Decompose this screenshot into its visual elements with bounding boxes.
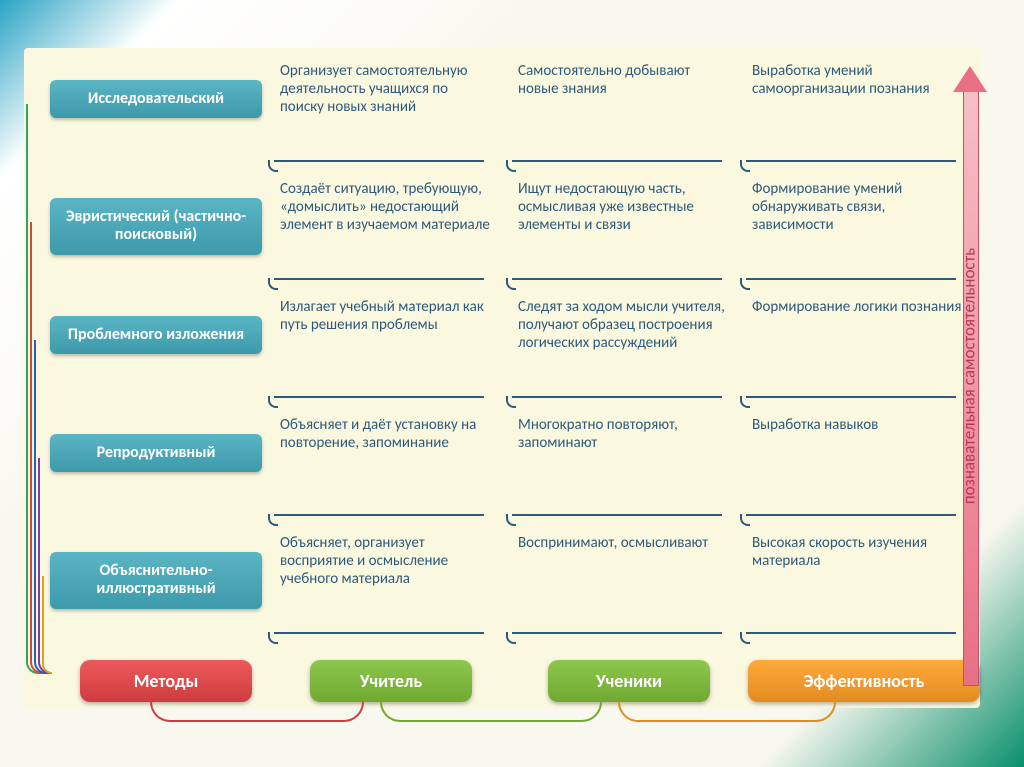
cell-underline [274, 278, 484, 280]
cell-teacher: Объясняет, организует восприятие и осмыс… [280, 534, 495, 588]
cell-students: Многократно повторяют, запоминают [518, 416, 733, 452]
cell-underline [512, 160, 722, 162]
method-pill: Исследовательский [50, 80, 262, 118]
cell-bracket [740, 514, 750, 526]
method-pill: Репродуктивный [50, 434, 262, 472]
column-connector [150, 702, 364, 722]
cell-teacher: Организует самостоятельную деятельность … [280, 62, 495, 116]
cell-bracket [268, 514, 278, 526]
cell-bracket [268, 278, 278, 290]
cell-underline [274, 396, 484, 398]
cell-students: Следят за ходом мысли учителя, получают … [518, 298, 733, 352]
cell-students: Ищут недостающую часть, осмысливая уже и… [518, 180, 733, 234]
cell-underline [746, 514, 956, 516]
cell-students: Воспринимают, осмысливают [518, 534, 733, 552]
cell-bracket [268, 160, 278, 172]
method-pill: Эвристический (частично-поисковый) [50, 198, 262, 255]
cell-bracket [268, 396, 278, 408]
arrow-label: познавательная самостоятельность [959, 86, 980, 666]
cell-students: Самостоятельно добывают новые знания [518, 62, 733, 98]
cell-underline [274, 514, 484, 516]
cognitive-arrow: познавательная самостоятельность [956, 66, 984, 686]
table-grid: Исследовательский Организует самостоятель… [24, 48, 980, 708]
cell-effect: Выработка умений самоорганизации познани… [752, 62, 967, 98]
cell-bracket [506, 160, 516, 172]
method-pill: Проблемного изложения [50, 316, 262, 354]
cell-teacher: Излагает учебный материал как путь решен… [280, 298, 495, 334]
cell-underline [274, 160, 484, 162]
method-connector [42, 576, 52, 674]
cell-effect: Выработка навыков [752, 416, 967, 434]
cell-bracket [740, 160, 750, 172]
cell-bracket [506, 278, 516, 290]
cell-underline [746, 396, 956, 398]
cell-teacher: Создаёт ситуацию, требующую, «домыслить»… [280, 180, 495, 234]
cell-effect: Формирование умений обнаруживать связи, … [752, 180, 967, 234]
methods-pill: Методы [80, 660, 252, 702]
cell-bracket [740, 278, 750, 290]
cell-underline [274, 632, 484, 634]
teacher-pill: Учитель [310, 660, 472, 702]
cell-teacher: Объясняет и даёт установку на повторение… [280, 416, 495, 452]
slide: Исследовательский Организует самостоятель… [0, 0, 1024, 767]
cell-underline [746, 160, 956, 162]
cell-bracket [740, 396, 750, 408]
cell-underline [512, 632, 722, 634]
cell-underline [512, 514, 722, 516]
cell-underline [746, 278, 956, 280]
cell-effect: Высокая скорость изучения материала [752, 534, 967, 570]
cell-bracket [268, 632, 278, 644]
cell-underline [512, 278, 722, 280]
method-pill: Объяснительно-иллюстративный [50, 552, 262, 609]
cell-bracket [506, 396, 516, 408]
cell-bracket [740, 632, 750, 644]
effectiveness-pill: Эффективность [748, 660, 980, 702]
cell-bracket [506, 632, 516, 644]
students-pill: Ученики [548, 660, 710, 702]
cell-underline [746, 632, 956, 634]
cell-bracket [506, 514, 516, 526]
cell-effect: Формирование логики познания [752, 298, 967, 316]
column-connector [380, 702, 602, 722]
cell-underline [512, 396, 722, 398]
content-panel: Исследовательский Организует самостоятель… [24, 48, 980, 708]
column-connector [618, 702, 836, 722]
